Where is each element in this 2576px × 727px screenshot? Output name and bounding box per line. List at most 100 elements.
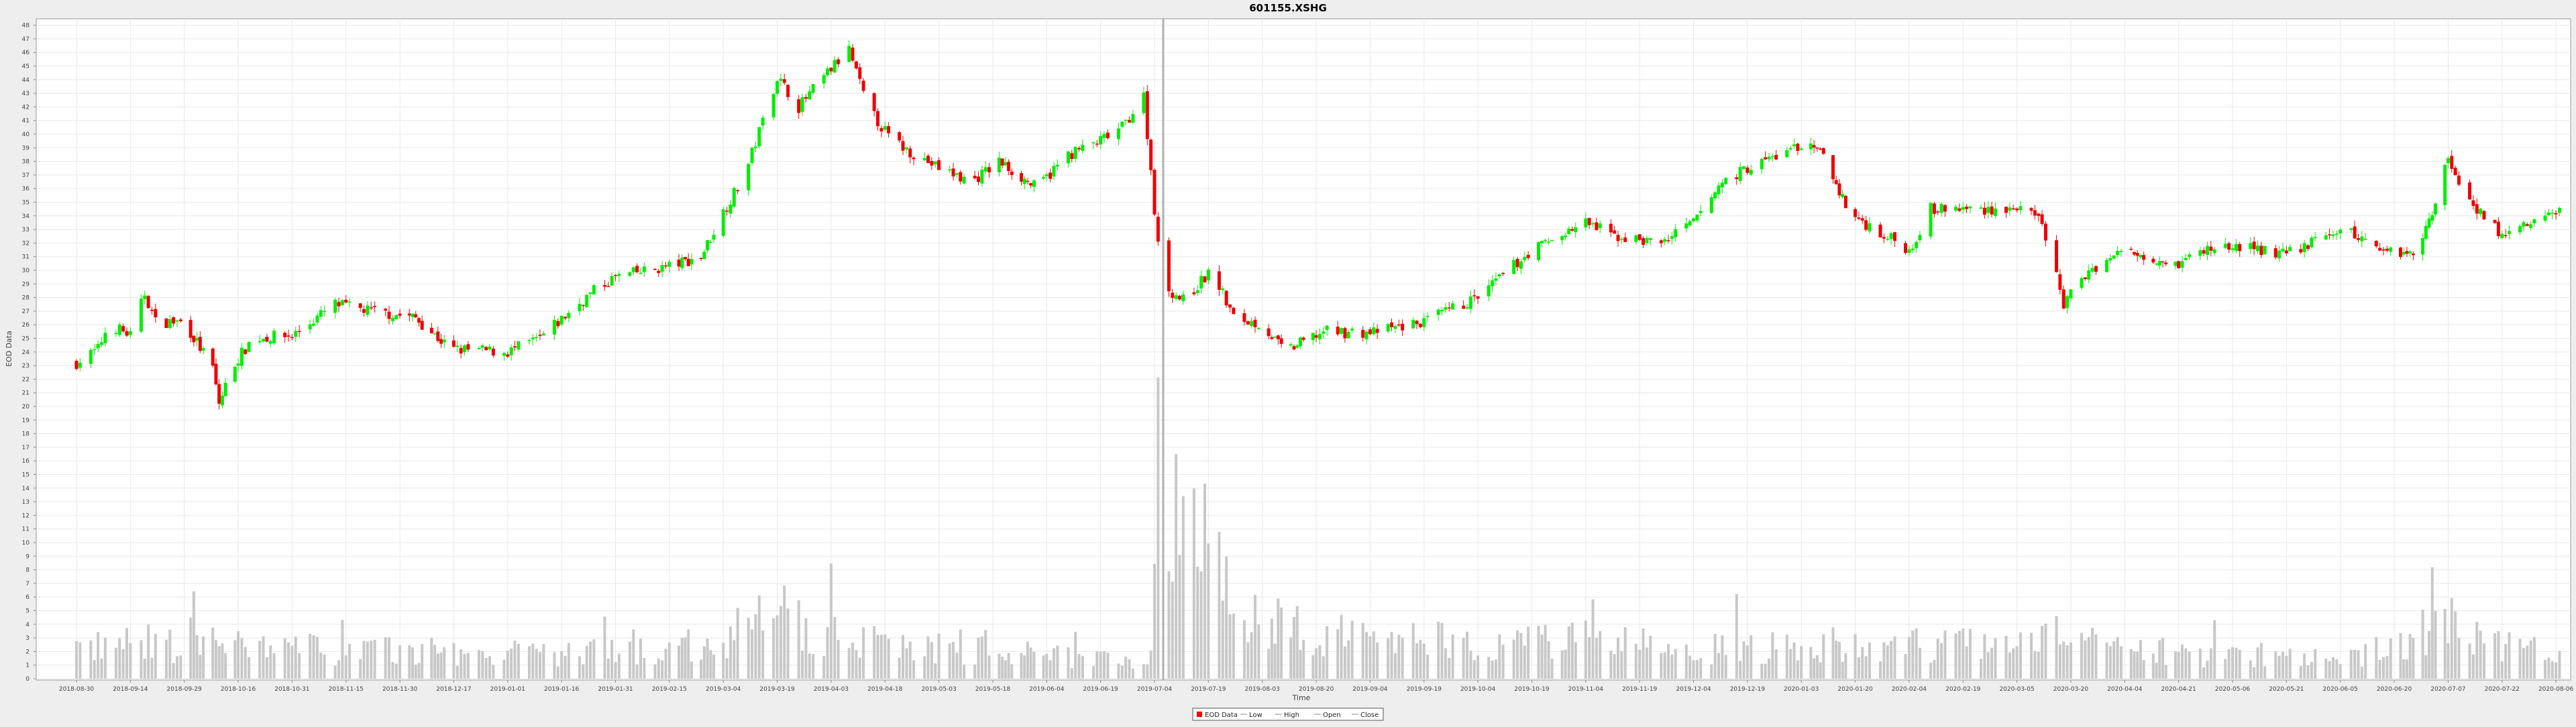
volume-bar	[1588, 636, 1591, 679]
candle-body	[1567, 228, 1571, 235]
candle-body	[527, 340, 531, 341]
candle-body	[1560, 236, 1564, 241]
candle-body	[1741, 166, 1746, 169]
candle-body	[959, 172, 963, 182]
candle-body	[154, 309, 158, 318]
volume-bar	[1393, 653, 1397, 679]
volume-bar	[315, 636, 319, 679]
candle-body	[2356, 238, 2360, 240]
candle-body	[258, 341, 262, 343]
volume-bar	[1918, 647, 1921, 679]
candle-body	[1397, 324, 1401, 326]
volume-bar	[980, 636, 983, 679]
volume-bar	[729, 626, 732, 679]
candle-body	[1462, 305, 1466, 309]
candle-body	[1598, 223, 1602, 229]
candle-body	[1720, 182, 1724, 188]
candle-body	[2040, 214, 2044, 224]
candle-body	[2518, 226, 2522, 233]
candle-body	[2065, 296, 2070, 309]
volume-bar	[2041, 626, 2044, 679]
candle-body	[1253, 319, 1257, 327]
volume-bar	[1904, 653, 1907, 679]
volume-bar	[1954, 633, 1957, 679]
candle-body	[2112, 255, 2116, 259]
candle-body	[1619, 239, 1623, 240]
candle-body	[1792, 144, 1796, 146]
candle-body	[459, 347, 463, 354]
candle-body	[2507, 231, 2511, 235]
volume-bar	[883, 634, 887, 679]
volume-bar	[224, 653, 227, 679]
candle-body	[559, 315, 564, 325]
volume-bar	[2381, 657, 2385, 679]
candle-body	[1091, 142, 1095, 144]
candle-body	[2313, 237, 2317, 239]
candle-body	[451, 340, 455, 347]
volume-bar	[826, 627, 829, 679]
volume-bar	[344, 655, 347, 679]
volume-bar	[2360, 666, 2363, 679]
candle-body	[1301, 337, 1305, 340]
candle-body	[1131, 114, 1135, 123]
x-tick-label: 2019-06-19	[1083, 686, 1118, 693]
candle-body	[2011, 208, 2015, 210]
volume-bar	[1844, 653, 1847, 679]
volume-bar	[175, 656, 178, 679]
volume-bar	[398, 645, 402, 679]
volume-bar	[298, 653, 301, 679]
volume-bar	[1760, 663, 1764, 679]
candle-body	[2259, 245, 2263, 256]
volume-bar	[1831, 627, 1835, 679]
volume-bar	[606, 658, 610, 679]
volume-bar	[1469, 651, 1472, 679]
volume-bar	[1045, 653, 1049, 679]
volume-bar	[1634, 643, 1638, 679]
y-tick-label: 9	[25, 553, 30, 560]
candle-body	[2019, 206, 2023, 211]
y-tick-label: 38	[22, 159, 30, 166]
candle-body	[1401, 323, 1405, 331]
volume-bar	[2119, 646, 2123, 679]
candle-body	[1070, 153, 1074, 159]
volume-bar	[114, 647, 117, 679]
y-tick-label: 8	[25, 567, 30, 574]
candle-body	[1911, 248, 1915, 251]
candle-body	[366, 305, 370, 315]
volume-bar	[2547, 657, 2551, 679]
volume-bar	[140, 640, 143, 679]
candle-body	[2306, 245, 2310, 249]
candle-body	[822, 75, 826, 84]
candle-body	[1224, 290, 1228, 306]
volume-bar	[712, 655, 716, 679]
y-tick-label: 30	[22, 268, 30, 274]
candle-body	[1390, 322, 1394, 327]
volume-bar	[1074, 631, 1077, 679]
volume-bar	[1225, 556, 1228, 679]
candle-body	[1857, 217, 1861, 219]
candle-body	[779, 78, 783, 81]
y-tick-label: 19	[22, 417, 30, 424]
volume-bar	[736, 608, 739, 679]
volume-bar	[700, 659, 703, 679]
volume-bar	[801, 651, 804, 679]
candle-body	[1717, 185, 1721, 194]
volume-bar	[2227, 649, 2231, 679]
volume-bar	[556, 666, 559, 679]
volume-bar	[2202, 667, 2206, 679]
candle-body	[344, 299, 348, 303]
volume-bar	[1527, 626, 1530, 679]
volume-bar	[1277, 598, 1280, 679]
candle-body	[962, 176, 966, 184]
volume-bar	[513, 640, 517, 679]
candle-body	[1298, 337, 1302, 347]
volume-bar	[1120, 665, 1124, 679]
candle-body	[1361, 329, 1365, 338]
candle-body	[797, 99, 801, 113]
y-tick-label: 37	[22, 172, 30, 179]
candle-body	[786, 85, 790, 97]
volume-bar	[1181, 496, 1185, 679]
candle-body	[1764, 157, 1768, 160]
candle-body	[1843, 195, 1847, 209]
candle-body	[2132, 251, 2136, 255]
